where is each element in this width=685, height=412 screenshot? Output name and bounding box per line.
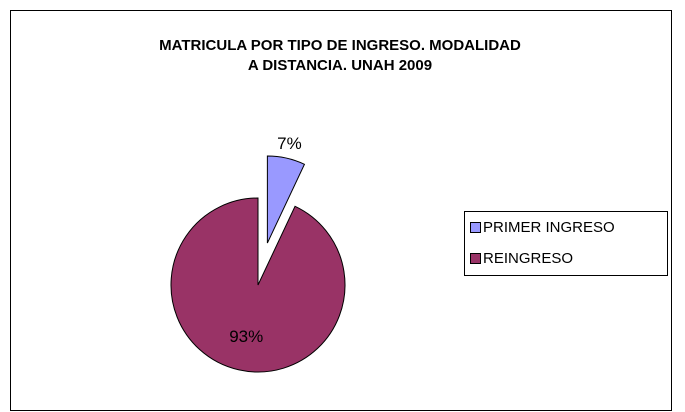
- chart-title: A DISTANCIA. UNAH 2009: [248, 57, 432, 74]
- pie-slice: [170, 197, 346, 373]
- data-label: 93%: [229, 327, 263, 346]
- data-label: 7%: [277, 134, 302, 153]
- pie-slice: [266, 155, 306, 244]
- chart-frame: [10, 10, 672, 411]
- legend-label: PRIMER INGRESO: [483, 219, 615, 236]
- legend-label: REINGRESO: [483, 250, 573, 267]
- chart-title: MATRICULA POR TIPO DE INGRESO. MODALIDAD: [159, 37, 521, 54]
- legend-swatch: [470, 253, 481, 264]
- legend-box: [464, 211, 668, 276]
- legend-swatch: [470, 222, 481, 233]
